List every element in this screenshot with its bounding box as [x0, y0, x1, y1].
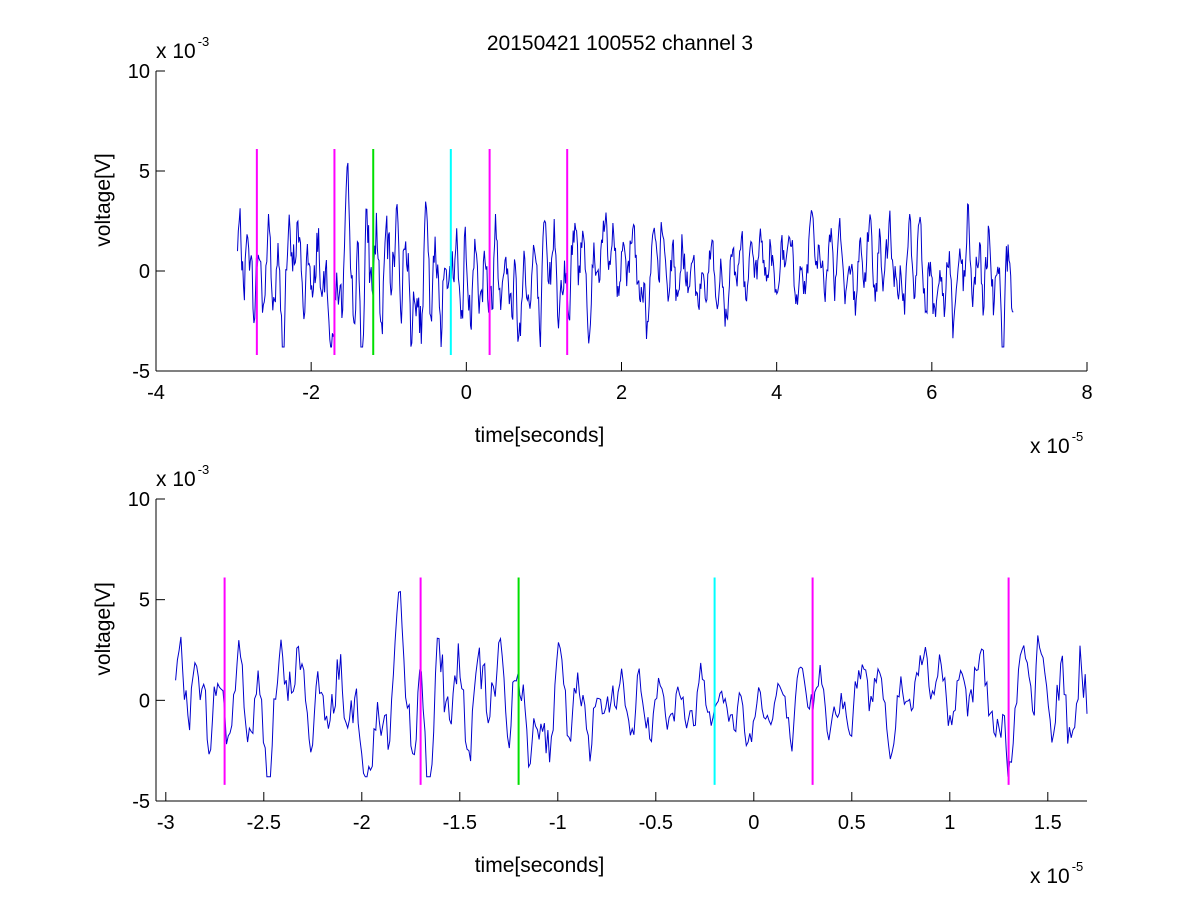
- y-tick-label: 0: [139, 261, 150, 283]
- y-exponent-power: -3: [198, 462, 210, 477]
- y-tick-label: 5: [139, 590, 150, 612]
- figure-title: 20150421 100552 channel 3: [487, 32, 753, 55]
- x-tick-label: 4: [771, 382, 782, 404]
- y-exponent-label: x 10 -3: [156, 34, 209, 63]
- x-exponent-power: -5: [1072, 429, 1084, 444]
- x-tick-label: -1.5: [443, 812, 477, 834]
- x-tick-label: 1.5: [1034, 812, 1062, 834]
- x-tick-label: 2: [616, 382, 627, 404]
- x-axis-label: time[seconds]: [475, 424, 605, 447]
- x-exponent-label: x 10 -5: [1030, 859, 1083, 888]
- x-exponent-label: x 10 -5: [1030, 429, 1083, 458]
- x-tick-label: 1: [944, 812, 955, 834]
- x-tick-label: 0.5: [838, 812, 866, 834]
- y-tick-label: 10: [128, 61, 150, 83]
- y-axis-label: voltage[V]: [92, 582, 115, 675]
- x-tick-label: -1: [549, 812, 567, 834]
- bottom-plot: -5 0 5 10 -3 -2.5 -2 -1.5 -1 -0.5 0 0.5 1 1.5 time[sec…: [92, 462, 1088, 888]
- y-exponent-label: x 10 -3: [156, 462, 209, 491]
- signal-trace: [175, 590, 1088, 778]
- x-tick-label: -0.5: [639, 812, 673, 834]
- x-tick-label: -2.5: [247, 812, 281, 834]
- x-tick-label: 6: [926, 382, 937, 404]
- y-tick-label: -5: [132, 791, 150, 813]
- x-tick-label: -2: [353, 812, 371, 834]
- x-tick-label: 0: [461, 382, 472, 404]
- y-tick-label: -5: [132, 361, 150, 383]
- x-exponent-power: -5: [1072, 859, 1084, 874]
- x-axis-label: time[seconds]: [475, 854, 605, 877]
- y-tick-label: 5: [139, 161, 150, 183]
- y-exponent-power: -3: [198, 34, 210, 49]
- x-tick-label: -3: [157, 812, 175, 834]
- y-tick-label: 0: [139, 690, 150, 712]
- top-plot: -5 0 5 10 -4 -2 0 2 4 6 8 time[seconds] voltage[V] x …: [92, 34, 1093, 458]
- x-tick-label: 0: [748, 812, 759, 834]
- x-tick-label: -4: [147, 382, 165, 404]
- y-axis-label: voltage[V]: [92, 153, 115, 246]
- y-tick-label: 10: [128, 489, 150, 511]
- x-tick-label: 8: [1081, 382, 1092, 404]
- x-tick-label: -2: [302, 382, 320, 404]
- signal-trace: [237, 162, 1014, 348]
